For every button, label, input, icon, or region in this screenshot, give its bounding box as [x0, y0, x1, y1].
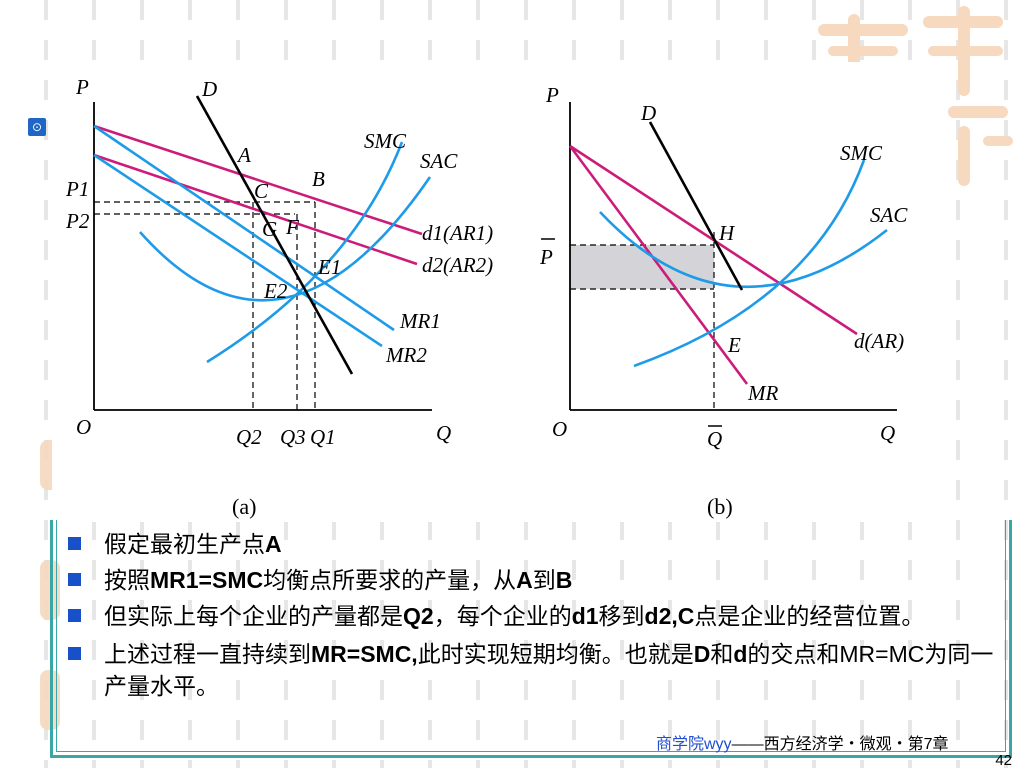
bullet-item: 但实际上每个企业的产量都是Q2，每个企业的d1移到d2,C点是企业的经营位置。: [66, 600, 996, 632]
d-ar-label: d(AR): [854, 329, 904, 353]
origin-label-b: O: [552, 417, 567, 441]
q1-label: Q1: [310, 425, 336, 449]
p2-label: P2: [65, 209, 90, 233]
d1-label: d1(AR1): [422, 221, 493, 245]
footer: 商学院wyy——西方经济学・微观・第7章: [656, 730, 948, 754]
qbar-label: Q: [707, 427, 722, 451]
footer-course: ——西方经济学・微观・第7章: [731, 736, 949, 753]
point-c-label: C: [254, 179, 269, 203]
bullet-item: 上述过程一直持续到MR=SMC,此时实现短期均衡。也就是D和d的交点和MR=MC…: [66, 638, 996, 702]
smc-label-b: SMC: [840, 141, 883, 165]
play-circle-icon[interactable]: ⊙: [28, 118, 46, 136]
content-frame: [50, 520, 1012, 758]
point-e1-label: E1: [317, 255, 341, 279]
axis-x-label: Q: [436, 421, 451, 445]
footer-school: 商学院wyy: [656, 736, 732, 753]
p1-label: P1: [65, 177, 89, 201]
bullet-item: 假定最初生产点A: [66, 528, 996, 560]
mr-label-b: MR: [747, 381, 778, 405]
diagram-figure: P Q O P1 P2 Q2 Q3 Q1 D A B C G F E1 E2 S…: [52, 62, 932, 522]
d2-label: d2(AR2): [422, 253, 493, 277]
axis-y-label: P: [75, 75, 89, 99]
point-g-label: G: [262, 217, 277, 241]
origin-label: O: [76, 415, 91, 439]
d-curve-label: D: [201, 77, 217, 101]
point-f-label: F: [285, 215, 299, 239]
axis-y-label-b: P: [545, 83, 559, 107]
point-e2-label: E2: [263, 279, 288, 303]
bullet-square-icon: [68, 537, 81, 550]
bullet-square-icon: [68, 647, 81, 660]
axis-x-label-b: Q: [880, 421, 895, 445]
bullet-square-icon: [68, 573, 81, 586]
diagram-a: P Q O P1 P2 Q2 Q3 Q1 D A B C G F E1 E2 S…: [65, 75, 493, 519]
sac-label-b: SAC: [870, 203, 908, 227]
point-a-label: A: [236, 143, 251, 167]
caption-a: (a): [232, 494, 256, 519]
calligraphy-decoration: [808, 6, 1013, 186]
mr2-label: MR2: [385, 343, 427, 367]
point-e-label: E: [727, 333, 741, 357]
mr1-label: MR1: [399, 309, 441, 333]
bullet-list: 假定最初生产点A 按照MR1=SMC均衡点所要求的产量，从A到B 但实际上每个企…: [66, 528, 996, 706]
bullet-square-icon: [68, 609, 81, 622]
sac-label-a: SAC: [420, 149, 458, 173]
caption-b: (b): [707, 494, 733, 519]
profit-area: [570, 245, 714, 289]
point-b-label: B: [312, 167, 325, 191]
pbar-label: P: [539, 245, 553, 269]
content-frame-inner: [56, 520, 1006, 752]
d-curve-label-b: D: [640, 101, 656, 125]
point-h-label: H: [718, 221, 736, 245]
bullet-item: 按照MR1=SMC均衡点所要求的产量，从A到B: [66, 564, 996, 596]
page-number: 42: [995, 752, 1012, 769]
diagram-b: P Q O P Q D H E SMC SAC d(AR) MR (b): [539, 83, 908, 519]
q3-label: Q3: [280, 425, 306, 449]
smc-label-a: SMC: [364, 129, 407, 153]
q2-label: Q2: [236, 425, 262, 449]
